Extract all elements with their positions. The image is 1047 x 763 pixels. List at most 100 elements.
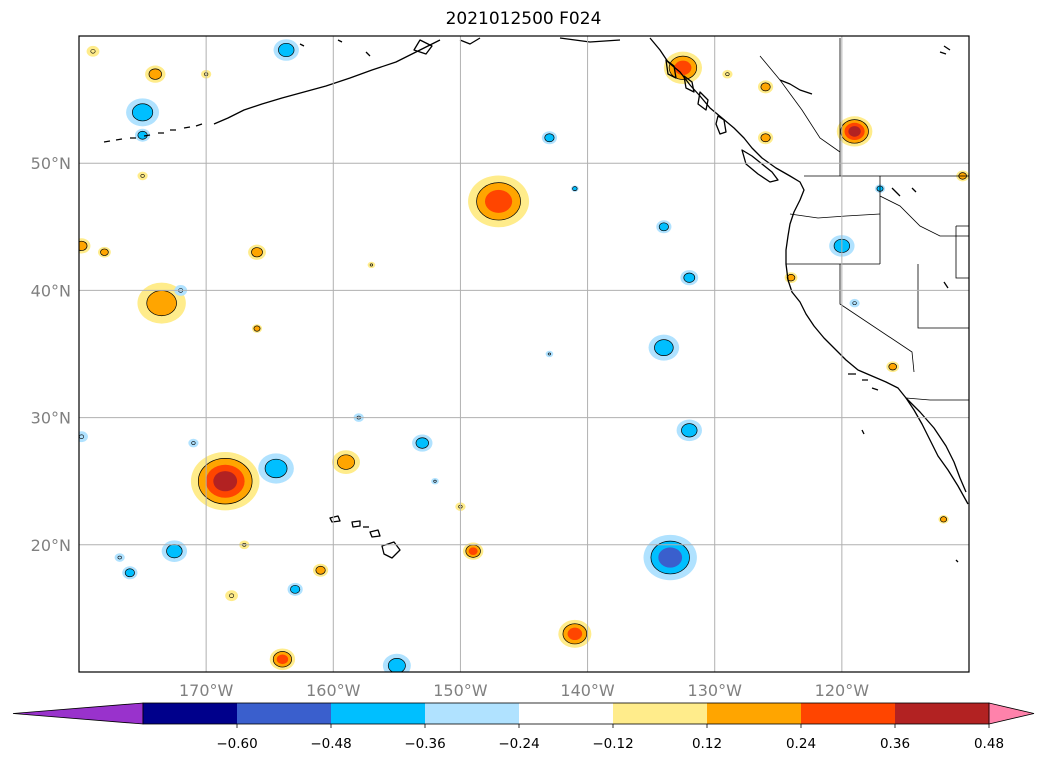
anomaly-contour	[545, 350, 554, 358]
aleutian-islands	[103, 123, 203, 143]
anomaly-contour	[148, 68, 162, 80]
anomaly-contour	[681, 423, 698, 438]
anomaly-blob	[680, 270, 699, 286]
colorbar-label: −0.24	[498, 736, 539, 752]
ca-mexico-border	[905, 397, 969, 401]
alaska-islands-1	[665, 59, 677, 79]
anomaly-contour	[431, 478, 439, 485]
state-borders	[759, 38, 969, 401]
anomaly-blob	[545, 350, 554, 358]
anomaly-blob	[412, 434, 433, 452]
colorbar-segment	[707, 703, 802, 724]
anomaly-contour	[86, 45, 100, 57]
anomaly-contour	[166, 544, 183, 559]
anomaly-blob	[79, 431, 88, 443]
anomaly-contour	[654, 339, 674, 356]
lat-tick-label: 20°N	[31, 536, 71, 555]
anomaly-blob	[145, 65, 166, 83]
anomaly-blob	[431, 478, 439, 485]
colorbar-extend-high	[988, 702, 1035, 725]
colorbar-label: 0.48	[974, 736, 1004, 752]
colorbar-segment	[143, 703, 238, 724]
colorbar: −0.60 −0.48 −0.36 −0.24 −0.12 0.12 0.24 0.36 0.4…	[12, 702, 1035, 752]
anomaly-blob	[757, 131, 774, 145]
colorbar-label: −0.12	[592, 736, 633, 752]
anomaly-contour	[940, 516, 948, 523]
anomaly-blob	[836, 116, 873, 147]
lat-tick-label: 50°N	[31, 154, 71, 173]
anomaly-blob	[251, 324, 263, 333]
kodiak-island	[413, 39, 433, 55]
map-title: 2021012500 F024	[445, 9, 602, 29]
anomaly-blob	[114, 553, 125, 562]
baja-peninsula	[905, 397, 967, 493]
anomaly-blob	[190, 452, 260, 511]
anomaly-blob	[332, 450, 360, 475]
anomaly-contour	[760, 133, 771, 143]
colorbar-label: −0.48	[310, 736, 351, 752]
anomaly-contour	[191, 441, 196, 445]
lon-tick-label: 130°W	[688, 681, 743, 700]
lon-tick-label: 120°W	[815, 681, 870, 700]
anomaly-blob	[79, 238, 91, 254]
anomaly-blob	[258, 453, 294, 484]
lat-tick-label: 40°N	[31, 281, 71, 300]
anomaly-blob	[886, 361, 900, 373]
anomaly-blob	[273, 39, 299, 61]
anomaly-contour	[337, 454, 355, 470]
anomaly-blob	[643, 534, 697, 581]
anomaly-contour	[367, 261, 376, 269]
anomaly-blob	[126, 98, 160, 127]
anomaly-contour	[253, 325, 261, 332]
anomaly-blob	[468, 175, 530, 228]
colorbar-label: 0.12	[692, 736, 722, 752]
anomaly-contour	[124, 568, 135, 578]
anomaly-contour	[852, 301, 857, 305]
anomaly-contour	[547, 352, 552, 356]
anomaly-contour	[658, 222, 669, 232]
anomaly-field	[79, 39, 969, 672]
lon-tick-label: 170°W	[179, 681, 234, 700]
anomaly-contour	[117, 555, 122, 560]
anomaly-contour	[290, 584, 301, 594]
pribilof-islands	[299, 39, 371, 57]
anomaly-blob	[98, 246, 111, 258]
colorbar-segment	[519, 703, 614, 724]
colorbar-segment	[895, 703, 990, 724]
anomaly-contour	[79, 431, 88, 443]
colorbar-segment	[613, 703, 708, 724]
colorbar-segment	[331, 703, 426, 724]
anomaly-contour	[146, 290, 177, 317]
alaska-mainland-feature	[779, 79, 813, 95]
gridlines	[79, 36, 969, 672]
anomaly-blob	[134, 128, 151, 142]
lat-tick-label: 30°N	[31, 409, 71, 428]
anomaly-blob	[367, 261, 376, 269]
colorbar-label: −0.60	[216, 736, 257, 752]
anomaly-contour	[722, 69, 733, 79]
anomaly-contour	[888, 363, 897, 371]
colorbar-label: 0.36	[880, 736, 910, 752]
anomaly-contour	[276, 654, 289, 665]
revillagigedo	[955, 559, 959, 563]
anomaly-contour	[484, 189, 513, 213]
anomaly-contour	[415, 437, 429, 449]
anomaly-contour	[100, 248, 109, 256]
anomaly-blob	[122, 566, 138, 580]
anomaly-blob	[382, 653, 411, 672]
hawaii-maui	[369, 529, 381, 538]
anomaly-contour	[251, 247, 263, 258]
wa-or-border	[789, 213, 881, 219]
nevada-border	[839, 264, 915, 373]
anomaly-blob	[269, 648, 296, 671]
anomaly-blob	[656, 220, 672, 234]
alaska-coast	[459, 37, 621, 45]
anomaly-blob	[663, 51, 703, 84]
lat-labels: 20°N 30°N 40°N 50°N	[31, 154, 71, 555]
haida-gwaii	[715, 115, 727, 135]
anomaly-blob	[558, 619, 592, 648]
hawaii-big-island	[381, 541, 401, 559]
anomaly-contour	[468, 547, 478, 555]
anomaly-contour	[387, 657, 406, 672]
anomaly-contour	[433, 479, 437, 483]
